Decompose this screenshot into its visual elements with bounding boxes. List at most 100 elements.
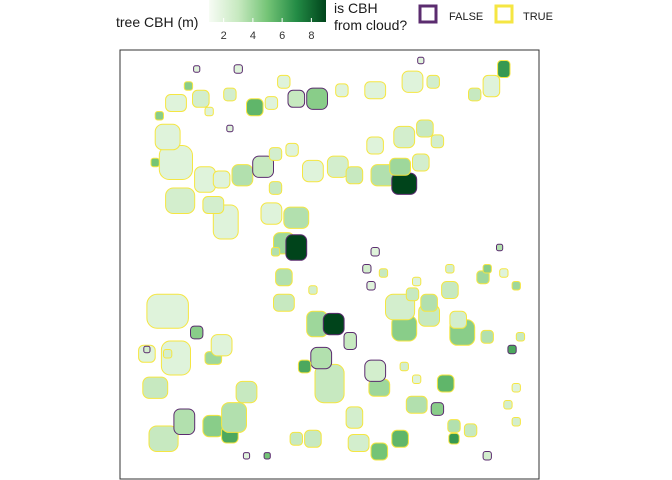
- tree-crown-53: [499, 268, 509, 278]
- tree-crown-1: [173, 408, 196, 435]
- tree-crown-17: [210, 334, 233, 357]
- tree-crown-94: [430, 134, 445, 149]
- tree-crown-85: [326, 155, 349, 178]
- tree-crown-56: [482, 264, 492, 274]
- tree-crown-86: [345, 166, 364, 185]
- tree-crown-60: [445, 264, 455, 274]
- tree-crown-4: [221, 402, 248, 433]
- tree-crown-19: [314, 363, 345, 404]
- tree-crown-90: [412, 153, 430, 172]
- tree-crown-2: [202, 414, 225, 438]
- tree-crown-24: [364, 359, 387, 382]
- tree-crown-75: [202, 196, 225, 214]
- tree-crown-18: [138, 344, 156, 363]
- tree-crown-84: [302, 159, 324, 183]
- outline-legend-title-line2: from cloud?: [334, 17, 407, 33]
- tree-crown-21: [310, 346, 333, 370]
- tree-crown-0: [148, 425, 179, 452]
- tree-crown-82: [268, 147, 283, 161]
- tree-crown-104: [287, 89, 306, 108]
- tree-crown-35: [511, 383, 521, 393]
- tree-crown-92: [393, 125, 416, 149]
- tree-crown-37: [163, 349, 173, 359]
- tree-crown-81: [252, 155, 274, 178]
- tree-crown-115: [193, 65, 201, 73]
- tree-crown-89: [389, 157, 412, 176]
- tree-crown-64: [370, 247, 380, 257]
- tree-crown-79: [212, 170, 231, 189]
- tree-crown-72: [260, 202, 283, 225]
- tree-crown-108: [364, 81, 387, 100]
- tree-crown-110: [426, 74, 440, 89]
- tree-crown-111: [417, 56, 425, 65]
- tree-crown-76: [165, 187, 196, 214]
- fill-legend: tree CBH (m) 2 4 6 8: [116, 0, 326, 42]
- tree-crown-12: [391, 429, 409, 448]
- tree-crown-13: [482, 451, 492, 461]
- tree-crown-116: [233, 64, 243, 74]
- tree-crown-27: [447, 419, 461, 433]
- tree-crown-48: [449, 310, 467, 329]
- tree-crown-68: [285, 234, 308, 261]
- tree-crown-54: [496, 243, 504, 252]
- tree-crown-93: [416, 119, 434, 138]
- tree-crown-102: [246, 98, 264, 117]
- tree-crown-107: [335, 83, 349, 98]
- colour-bar-ticks: 2 4 6 8: [221, 18, 314, 42]
- tree-crown-28: [448, 432, 460, 445]
- tree-crown-7: [263, 452, 271, 460]
- outline-legend: is CBH from cloud? FALSE TRUE: [334, 0, 553, 33]
- tree-crown-101: [226, 124, 234, 133]
- tree-crown-49: [480, 329, 494, 344]
- tree-crown-112: [468, 87, 482, 102]
- tree-crown-77: [158, 145, 194, 180]
- tree-crown-10: [347, 434, 370, 452]
- tree-crown-80: [231, 164, 254, 187]
- tree-crown-69: [283, 206, 310, 229]
- outline-legend-title-line1: is CBH: [334, 0, 378, 16]
- legend-label-true: TRUE: [523, 11, 553, 23]
- tree-crown-83: [285, 142, 299, 157]
- tree-crown-66: [273, 293, 295, 312]
- tree-crown-52: [511, 281, 521, 291]
- tree-crown-32: [412, 374, 422, 384]
- tree-crown-8: [289, 431, 304, 446]
- tree-crown-6: [242, 452, 251, 460]
- tree-crown-14: [142, 376, 169, 399]
- tree-crown-78: [194, 166, 216, 193]
- tree-crown-63: [362, 264, 372, 274]
- tree-crown-71: [270, 247, 281, 257]
- tree-crown-113: [482, 74, 501, 98]
- tree-crown-42: [343, 332, 357, 350]
- tree-crown-61: [366, 281, 376, 291]
- tree-crown-65: [275, 268, 293, 287]
- tree-crown-117: [183, 81, 194, 91]
- tree-crown-38: [190, 325, 204, 340]
- tree-crown-59: [441, 281, 459, 299]
- tree-crown-70: [308, 285, 318, 295]
- tree-crown-9: [304, 429, 322, 448]
- tree-crown-100: [223, 87, 237, 102]
- legend-key-true: [494, 4, 514, 24]
- tree-crown-118: [154, 111, 164, 121]
- colour-bar-tick-label-2: 6: [279, 30, 285, 42]
- tree-crown-106: [306, 87, 329, 110]
- tree-crown-97: [165, 94, 187, 112]
- tree-crown-91: [366, 136, 384, 155]
- tree-crown-20: [345, 406, 364, 429]
- legend-key-false: [418, 4, 438, 24]
- plot-panel: [119, 49, 540, 480]
- tree-crown-73: [268, 181, 283, 195]
- tree-crown-96: [154, 123, 181, 151]
- tree-crown-11: [370, 442, 389, 461]
- tree-crown-57: [405, 287, 420, 302]
- tree-crown-22: [297, 359, 312, 374]
- tree-crown-99: [204, 106, 214, 117]
- tree-crown-114: [497, 60, 511, 78]
- tree-crown-46: [420, 293, 438, 312]
- tree-crown-39: [146, 293, 189, 329]
- colour-bar-tick-label-3: 8: [308, 30, 314, 42]
- crowns-layer: [138, 56, 526, 461]
- fill-legend-title: tree CBH (m): [116, 14, 198, 30]
